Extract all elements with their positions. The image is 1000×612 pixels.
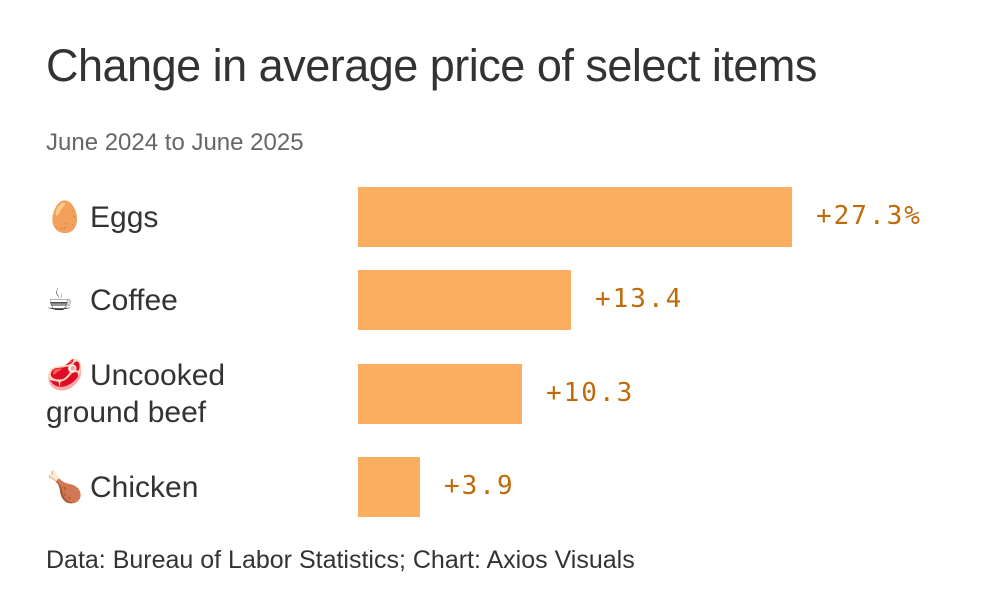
bar-uncooked-ground-beef	[358, 364, 522, 424]
chart-subtitle: June 2024 to June 2025	[46, 129, 304, 156]
category-label-chicken: 🍗 Chicken	[46, 469, 198, 506]
category-label-text: Chicken	[90, 471, 199, 504]
poultry-leg-icon: 🍗	[46, 470, 84, 505]
bar-chicken	[358, 457, 420, 517]
value-label-uncooked-ground-beef: +10.3	[546, 378, 635, 408]
steak-icon: 🥩	[46, 358, 84, 393]
value-label-chicken: +3.9	[444, 471, 515, 501]
category-label-text: Uncooked ground beef	[46, 359, 226, 429]
bar-eggs	[358, 187, 792, 247]
chart-title: Change in average price of select items	[46, 40, 817, 91]
value-label-coffee: +13.4	[595, 284, 684, 314]
bar-coffee	[358, 270, 571, 330]
category-label-eggs: 🥚 Eggs	[46, 199, 158, 236]
egg-icon: 🥚	[46, 200, 84, 235]
category-label-uncooked-ground-beef: 🥩 Uncooked ground beef	[46, 357, 286, 431]
category-label-text: Coffee	[90, 284, 178, 317]
value-label-eggs: +27.3%	[816, 201, 922, 231]
chart-source-note: Data: Bureau of Labor Statistics; Chart:…	[46, 546, 635, 574]
category-label-coffee: ☕ Coffee	[46, 282, 178, 319]
category-label-text: Eggs	[90, 201, 159, 234]
coffee-icon: ☕	[46, 283, 73, 318]
